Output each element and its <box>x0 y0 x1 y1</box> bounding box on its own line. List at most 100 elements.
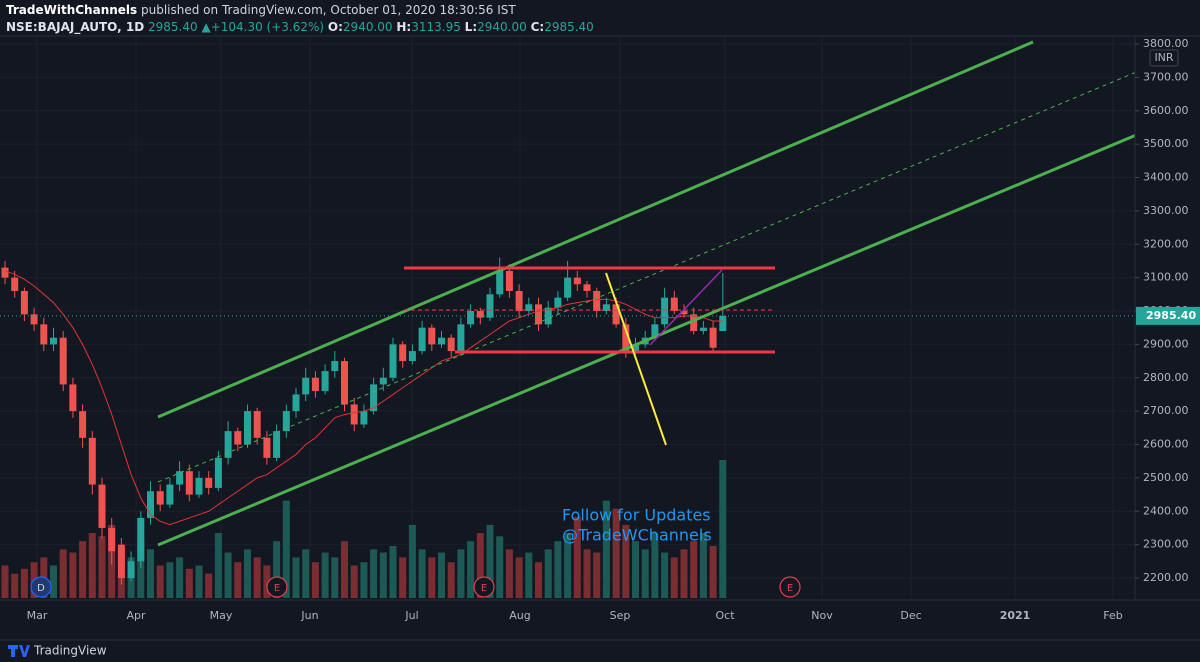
y-tick-label: 3800.00 <box>1143 37 1189 50</box>
candle-body <box>719 315 727 332</box>
volume-bar <box>234 562 242 598</box>
candle-body <box>350 404 358 425</box>
volume-bar <box>699 533 707 598</box>
volume-bar <box>602 500 610 598</box>
event-label: E <box>787 583 793 594</box>
event-label: E <box>274 583 280 594</box>
candle-body <box>428 327 436 345</box>
candle-body <box>476 311 484 318</box>
candle-body <box>699 327 707 332</box>
volume-bar <box>632 541 639 598</box>
volume-bar <box>670 557 678 598</box>
y-tick-label: 2600.00 <box>1143 438 1189 451</box>
candle-body <box>661 297 669 325</box>
volume-bar <box>544 549 552 598</box>
volume-bar <box>205 573 213 598</box>
published: published on TradingView.com, October 01… <box>141 3 516 17</box>
volume-bar <box>612 508 620 598</box>
volume-bar <box>282 500 290 598</box>
event-marker <box>779 576 801 598</box>
candle-body <box>214 457 222 488</box>
candle-body <box>670 297 678 311</box>
candle-body <box>515 290 523 311</box>
y-tick-label: 3500.00 <box>1143 137 1189 150</box>
y-tick-label: 3600.00 <box>1143 104 1189 117</box>
volume-bar <box>176 557 184 598</box>
candle-body <box>137 517 145 562</box>
low: 2940.00 <box>477 20 527 34</box>
candle-body <box>69 384 77 412</box>
volume-bar <box>593 552 601 598</box>
footer-text: TradingView <box>33 644 107 658</box>
volume-bar <box>573 516 581 598</box>
candle-body <box>117 544 125 578</box>
volume-bar <box>1 565 9 598</box>
volume-bar <box>360 562 368 598</box>
volume-bar <box>88 533 96 598</box>
event-label: E <box>481 583 487 594</box>
candle-body <box>98 484 106 528</box>
annotation-text: Follow for Updates <box>562 506 711 525</box>
candle-body <box>447 337 455 352</box>
open: 2940.00 <box>342 20 393 34</box>
candle-body <box>457 324 465 352</box>
y-tick-label: 2400.00 <box>1143 504 1189 517</box>
volume-bar <box>709 546 717 598</box>
volume-bar <box>661 552 669 598</box>
volume-bar <box>331 557 339 598</box>
moving-average <box>4 270 723 526</box>
volume-bar <box>273 541 281 598</box>
header-row: NSE:BAJAJ_AUTO, 1D 2985.40 ▲+104.30 (+3.… <box>6 19 594 36</box>
candle-body <box>389 344 397 378</box>
volume-bar <box>486 524 494 598</box>
candle-body <box>20 290 28 315</box>
y-tick-label: 2200.00 <box>1143 571 1189 584</box>
volume-bar <box>147 549 154 598</box>
candle-body <box>147 491 154 518</box>
candle-body <box>205 477 213 488</box>
annotation-text: @TradeWChannels <box>562 526 712 545</box>
candle-body <box>622 324 630 352</box>
event-marker <box>266 576 288 598</box>
volume-bar <box>476 533 484 598</box>
candle-body <box>176 471 184 485</box>
volume-bar <box>680 549 688 598</box>
y-tick-label: 3100.00 <box>1143 271 1189 284</box>
author: TradeWithChannels <box>6 3 138 17</box>
close: 2985.40 <box>544 20 594 34</box>
volume-bar <box>496 536 504 598</box>
candle-body <box>651 324 659 338</box>
currency-box <box>1149 49 1179 67</box>
y-tick-label: 2700.00 <box>1143 404 1189 417</box>
header: TradeWithChannels published on TradingVi… <box>6 2 594 36</box>
footer-logo: TradingView <box>8 644 107 658</box>
candle-body <box>195 477 203 495</box>
candle-body <box>505 270 513 291</box>
candle-body <box>467 311 475 325</box>
event-label: D <box>37 583 45 594</box>
candle-body <box>690 314 698 332</box>
volume-bar <box>389 546 397 598</box>
logo <box>8 645 30 657</box>
candle-body <box>554 297 562 308</box>
candle-body <box>40 324 48 345</box>
volume-bar <box>244 549 251 598</box>
candle-body <box>244 411 251 445</box>
purple-line <box>649 269 723 346</box>
volume-bar <box>583 549 591 598</box>
candle-body <box>1 267 9 278</box>
candle-body <box>602 304 610 311</box>
candle-body <box>438 337 445 345</box>
volume-bar <box>515 557 523 598</box>
x-tick-label: Dec <box>900 609 921 622</box>
volume-bar <box>69 552 77 598</box>
candle-body <box>408 351 416 362</box>
volume-bar <box>418 549 426 598</box>
candle-body <box>88 437 96 485</box>
currency: INR <box>1154 51 1173 64</box>
volume-bar <box>321 552 329 598</box>
candle-body <box>253 411 261 438</box>
high: 3113.95 <box>411 20 461 34</box>
